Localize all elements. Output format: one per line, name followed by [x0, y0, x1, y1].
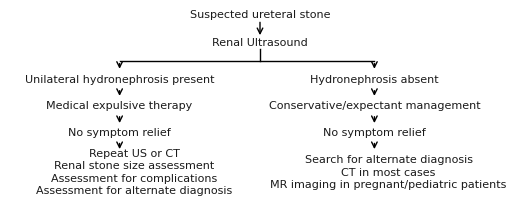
Text: Renal Ultrasound: Renal Ultrasound — [212, 38, 308, 48]
Text: Suspected ureteral stone: Suspected ureteral stone — [190, 10, 330, 20]
Text: Search for alternate diagnosis
CT in most cases
MR imaging in pregnant/pediatric: Search for alternate diagnosis CT in mos… — [270, 155, 507, 190]
Text: Repeat US or CT
Renal stone size assessment
Assessment for complications
Assessm: Repeat US or CT Renal stone size assessm… — [36, 149, 232, 196]
Text: Conservative/expectant management: Conservative/expectant management — [269, 101, 480, 111]
Text: Unilateral hydronephrosis present: Unilateral hydronephrosis present — [25, 75, 214, 85]
Text: No symptom relief: No symptom relief — [68, 128, 171, 138]
Text: Medical expulsive therapy: Medical expulsive therapy — [46, 101, 193, 111]
Text: Hydronephrosis absent: Hydronephrosis absent — [310, 75, 439, 85]
Text: No symptom relief: No symptom relief — [323, 128, 426, 138]
